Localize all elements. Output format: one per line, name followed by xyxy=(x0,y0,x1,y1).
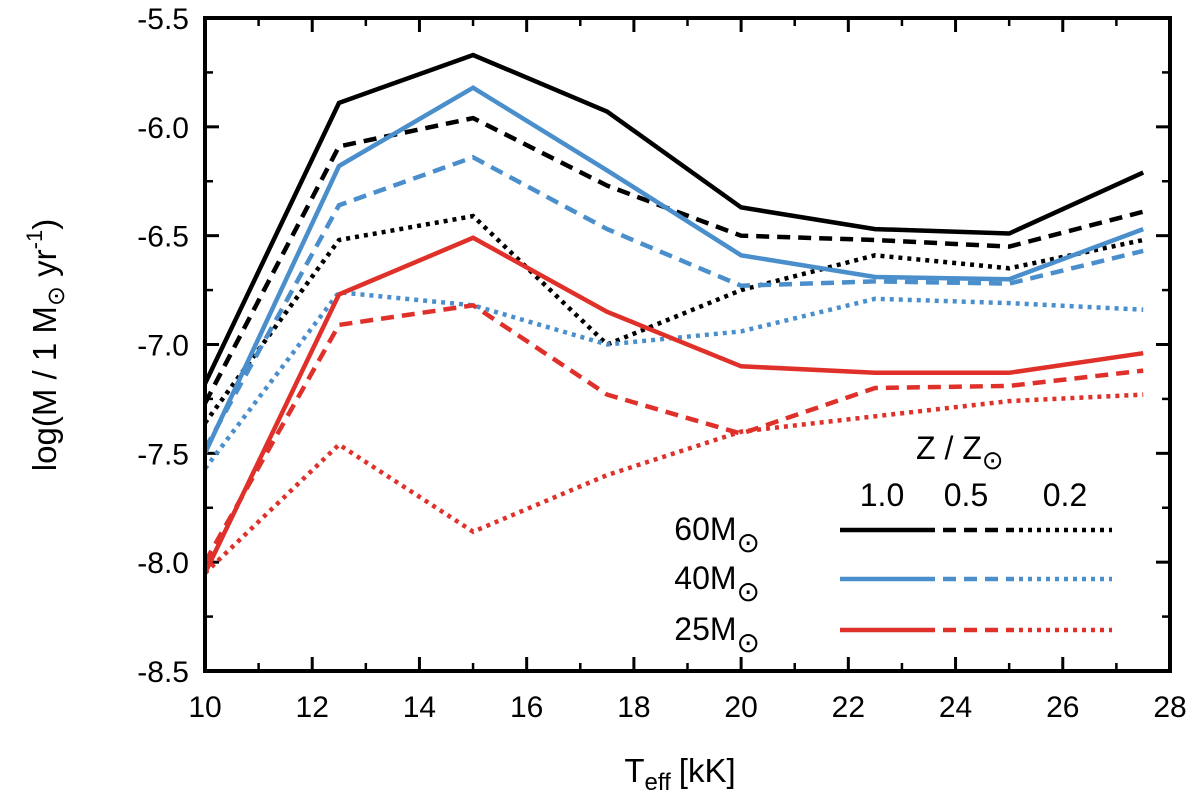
x-tick-label: 14 xyxy=(403,691,436,724)
legend-col-3: 0.2 xyxy=(1043,477,1087,513)
legend-row-25-label: 25M⊙ xyxy=(674,611,760,658)
plot-frame xyxy=(203,16,1172,673)
series-25msun-dotted xyxy=(203,392,1144,575)
series-40msun-solid xyxy=(202,85,1144,455)
x-tick-labels: 10 12 14 16 18 20 22 24 26 28 xyxy=(188,691,1186,724)
x-tick-label: 18 xyxy=(617,691,650,724)
y-tick-label: -7.5 xyxy=(137,438,189,471)
x-tick-label: 12 xyxy=(296,691,329,724)
series-25msun-dashed xyxy=(203,302,1144,564)
x-tick-label: 26 xyxy=(1046,691,1079,724)
y-tick-labels: -8.5 -8.0 -7.5 -7.0 -6.5 -6.0 -5.5 xyxy=(137,3,189,689)
y-tick-label: -7.0 xyxy=(137,330,189,363)
series-60msun-solid xyxy=(202,52,1145,385)
x-tick-label: 16 xyxy=(510,691,543,724)
x-axis-title-unit: [kK] xyxy=(679,752,736,789)
x-tick-label: 22 xyxy=(832,691,865,724)
legend-col-1: 1.0 xyxy=(860,477,904,513)
x-tick-label: 20 xyxy=(724,691,757,724)
y-tick-label: -8.0 xyxy=(137,547,189,580)
y-tick-label: -5.5 xyxy=(137,3,189,36)
legend-row-40-label: 40M⊙ xyxy=(674,560,760,607)
legend-title-sun-symbol: ⊙ xyxy=(982,445,1004,475)
legend-col-2: 0.5 xyxy=(944,477,988,513)
y-axis-title-sun-symbol: ⊙ xyxy=(43,286,70,306)
y-tick-label: -6.5 xyxy=(137,221,189,254)
series-lines xyxy=(202,52,1145,575)
x-axis-title-main: T xyxy=(624,752,644,789)
series-60msun-dotted xyxy=(203,213,1144,425)
y-axis-title-unit: yr xyxy=(26,249,63,286)
svg-text:log(M / 1 M⊙ yr-1): log(M / 1 M⊙ yr-1) xyxy=(22,219,70,471)
y-axis-title-exponent: -1 xyxy=(22,230,47,250)
legend-row-60-label: 60M⊙ xyxy=(674,511,760,558)
x-axis-title: Teff [kK] xyxy=(624,752,735,796)
mdot-dot-accent: · xyxy=(47,255,54,277)
y-axis-title-mid: / 1 M xyxy=(26,306,63,389)
x-tick-label: 24 xyxy=(939,691,972,724)
legend: Z / Z⊙ 1.0 0.5 0.2 60M⊙ 40M⊙ 25M⊙ xyxy=(674,430,1112,658)
series-25msun-solid xyxy=(202,235,1144,575)
x-tick-label: 10 xyxy=(188,691,221,724)
y-axis-title-prefix: log( xyxy=(26,416,63,471)
x-tick-label: 28 xyxy=(1153,691,1186,724)
x-axis-title-sub: eff xyxy=(645,769,672,796)
legend-swatches xyxy=(840,527,1112,633)
legend-title-text: Z / Z xyxy=(916,430,982,466)
y-tick-label: -6.0 xyxy=(137,112,189,145)
y-tick-label: -8.5 xyxy=(137,656,189,689)
series-40msun-dotted xyxy=(203,289,1144,470)
y-axis-title-suffix: ) xyxy=(26,219,63,230)
y-axis-title: log(M / 1 M⊙ yr-1) xyxy=(22,219,70,471)
y-axis-title-mdot: M xyxy=(26,389,63,417)
series-40msun-dashed xyxy=(203,154,1144,451)
legend-title: Z / Z⊙ xyxy=(916,430,1004,475)
